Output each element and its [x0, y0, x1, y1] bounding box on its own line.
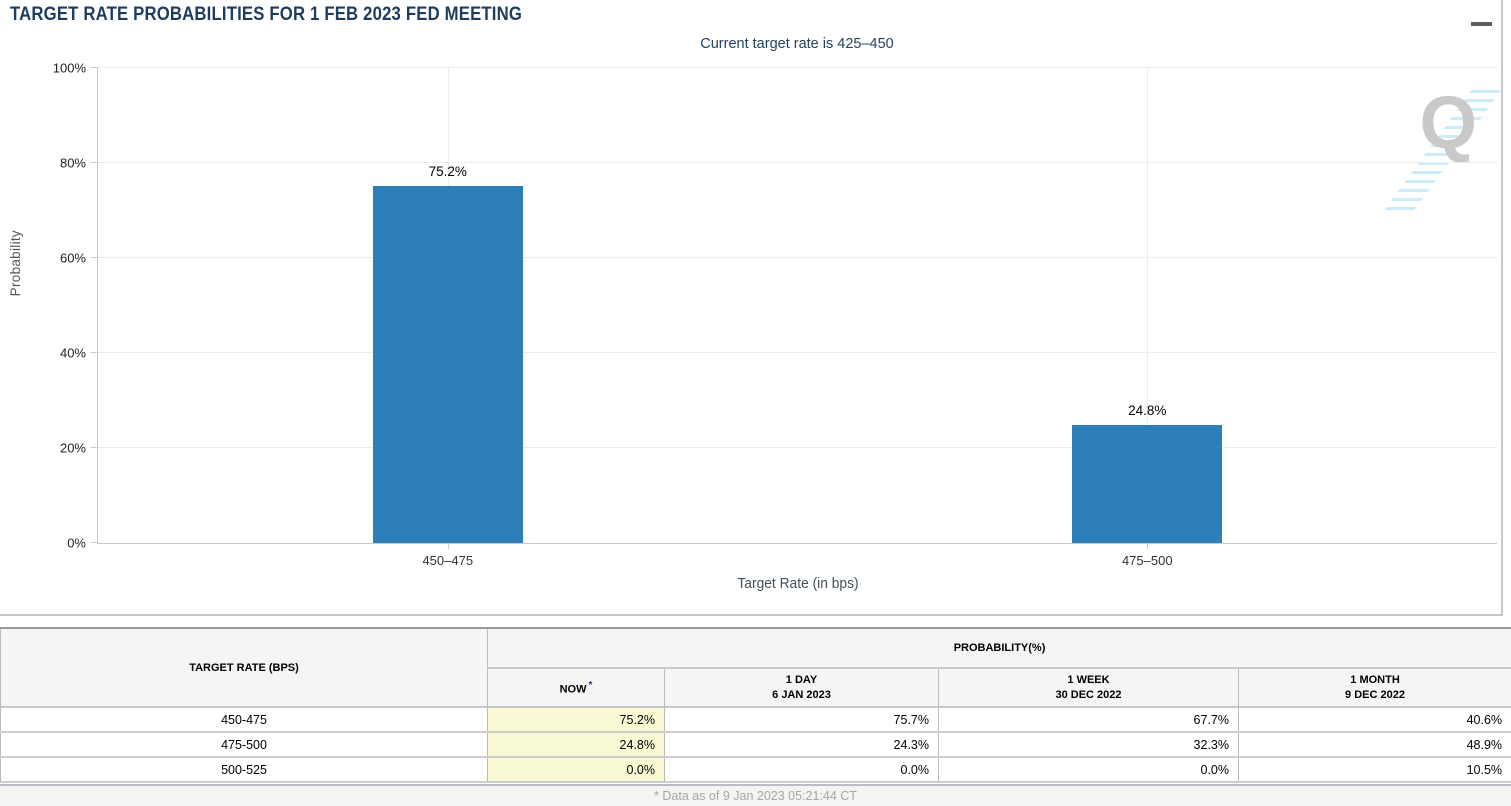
bar-475–500[interactable] — [1072, 425, 1223, 543]
cell-rate: 500-525 — [0, 756, 488, 783]
y-tick-label: 20% — [59, 440, 86, 456]
hamburger-menu-icon[interactable] — [1471, 11, 1493, 28]
x-tick-mark — [447, 543, 449, 549]
table-row: 475-500 24.8% 24.3% 32.3% 48.9% — [0, 731, 1511, 758]
cell-1month: 10.5% — [1237, 756, 1511, 783]
cell-1week: 67.7% — [938, 706, 1239, 733]
y-tick-label: 0% — [67, 535, 86, 551]
v-gridline — [1147, 68, 1149, 543]
cell-1month: 40.6% — [1237, 706, 1511, 733]
col-header-1day: 1 DAY 6 JAN 2023 — [664, 667, 939, 708]
now-asterisk: * — [588, 679, 593, 691]
col-header-now: NOW * — [487, 667, 665, 708]
cell-now: 75.2% — [487, 706, 665, 733]
cell-1day: 24.3% — [664, 731, 939, 758]
h-gridline — [98, 447, 1497, 448]
bar-450–475[interactable] — [372, 185, 523, 543]
y-tick-mark — [91, 67, 98, 68]
cell-now: 24.8% — [487, 731, 665, 758]
col-header-target-rate: TARGET RATE (BPS) — [0, 627, 488, 708]
cell-1day: 75.7% — [664, 706, 939, 733]
y-tick-mark — [91, 447, 98, 448]
col-header-1week: 1 WEEK 30 DEC 2022 — [938, 667, 1239, 708]
y-tick-label: 100% — [52, 60, 86, 76]
col-header-1month-line2: 9 DEC 2022 — [1345, 688, 1405, 701]
x-tick-label: 450–475 — [422, 553, 474, 568]
watermark-q-icon: Q — [1419, 81, 1477, 164]
y-tick-label: 40% — [59, 345, 86, 361]
col-header-1week-line1: 1 WEEK — [1067, 673, 1110, 686]
cell-now: 0.0% — [487, 756, 665, 783]
probability-table: TARGET RATE (BPS) PROBABILITY(%) NOW * 1 … — [0, 627, 1511, 783]
col-header-1day-line1: 1 DAY — [785, 673, 818, 686]
h-gridline — [98, 162, 1497, 163]
chart-panel: TARGET RATE PROBABILITIES FOR 1 FEB 2023… — [0, 0, 1503, 616]
y-tick-mark — [91, 352, 98, 353]
h-gridline — [98, 67, 1497, 68]
cell-rate: 475-500 — [0, 731, 488, 758]
table-row: 500-525 0.0% 0.0% 0.0% 10.5% — [0, 756, 1511, 783]
data-as-of-footnote: * Data as of 9 Jan 2023 05:21:44 CT — [0, 784, 1511, 806]
col-header-1week-line2: 30 DEC 2022 — [1055, 688, 1122, 701]
col-header-probability-group: PROBABILITY(%) — [486, 627, 1511, 669]
x-tick-label: 475–500 — [1121, 553, 1173, 568]
y-tick-label: 80% — [59, 155, 86, 171]
cell-1day: 0.0% — [664, 756, 939, 783]
cell-1week: 0.0% — [938, 756, 1239, 783]
col-header-1day-line2: 6 JAN 2023 — [772, 688, 831, 701]
page-title: TARGET RATE PROBABILITIES FOR 1 FEB 2023… — [10, 4, 523, 25]
cell-1week: 32.3% — [938, 731, 1239, 758]
x-axis-title: Target Rate (in bps) — [736, 575, 859, 592]
y-axis-title: Probability — [8, 230, 23, 297]
y-tick-label: 60% — [59, 250, 86, 266]
chart-subtitle: Current target rate is 425–450 — [700, 36, 894, 52]
x-tick-mark — [1147, 543, 1149, 549]
table-row: 450-475 75.2% 75.7% 67.7% 40.6% — [0, 706, 1511, 733]
col-header-1month: 1 MONTH 9 DEC 2022 — [1237, 667, 1511, 708]
h-gridline — [98, 352, 1497, 353]
h-gridline — [98, 257, 1497, 258]
bar-value-label: 24.8% — [1128, 403, 1167, 419]
y-tick-mark — [91, 542, 98, 543]
cell-rate: 450-475 — [0, 706, 488, 733]
plot-area: Target Rate (in bps) Q 0% 20% 40% 60% 80% 100… — [53, 61, 1502, 592]
cell-1month: 48.9% — [1237, 731, 1511, 758]
hamburger-bar — [1471, 22, 1492, 26]
bar-value-label: 75.2% — [428, 163, 467, 179]
y-tick-mark — [91, 162, 98, 163]
y-tick-mark — [91, 257, 98, 258]
col-header-1month-line1: 1 MONTH — [1350, 673, 1400, 686]
quikstrike-watermark: Q — [1383, 81, 1502, 216]
now-label: NOW — [559, 683, 587, 696]
